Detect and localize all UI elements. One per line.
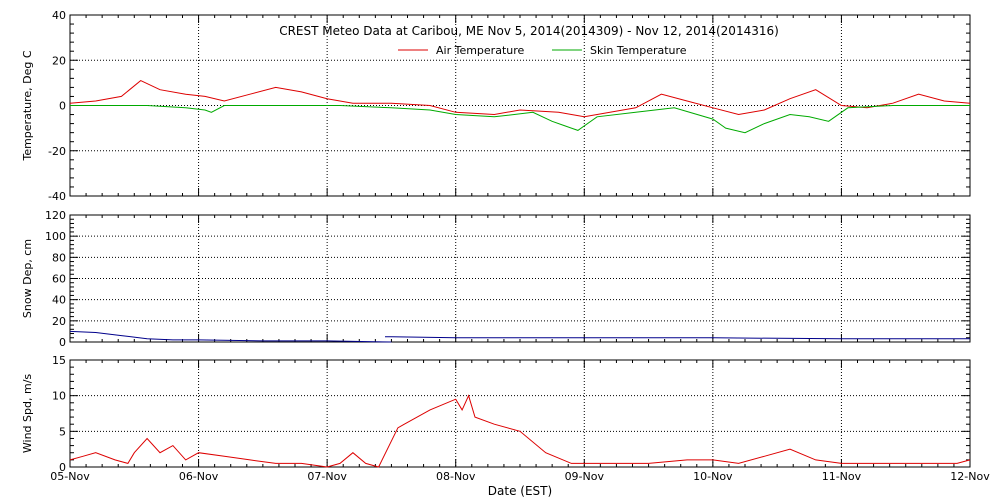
x-tick-label: 10-Nov bbox=[693, 470, 733, 483]
y-tick-label: -20 bbox=[48, 145, 66, 158]
x-tick-label: 09-Nov bbox=[565, 470, 605, 483]
y-tick-label: 120 bbox=[45, 209, 66, 222]
x-tick-labels: 05-Nov 06-Nov 07-Nov 08-Nov 09-Nov 10-Nov 11-N… bbox=[50, 470, 990, 483]
y-tick-label: 5 bbox=[59, 425, 66, 438]
y-axis-label: Wind Spd, m/s bbox=[21, 374, 34, 454]
chart-title: CREST Meteo Data at Caribou, ME Nov 5, 2… bbox=[279, 24, 779, 38]
series-line-1-0 bbox=[69, 330, 970, 343]
x-tick-label: 05-Nov bbox=[50, 470, 90, 483]
y-tick-label: 0 bbox=[59, 100, 66, 113]
x-tick-label: 08-Nov bbox=[436, 470, 476, 483]
panel-1: 0 20 40 60 80 100 120 Snow Dep, cm bbox=[21, 209, 971, 349]
x-axis-label: Date (EST) bbox=[488, 484, 552, 498]
x-tick-label: 07-Nov bbox=[307, 470, 347, 483]
y-tick-label: 40 bbox=[52, 294, 66, 307]
y-tick-label: -40 bbox=[48, 190, 66, 203]
y-tick-label: 15 bbox=[52, 354, 66, 367]
y-axis-label: Snow Dep, cm bbox=[21, 239, 34, 318]
panel-0: -40 -20 0 20 40 Temperature, Deg C bbox=[21, 9, 971, 203]
series-line-2-0 bbox=[69, 394, 971, 468]
panel-frame bbox=[69, 359, 971, 468]
series-line-0-1 bbox=[70, 105, 970, 134]
panel-2: 0 5 10 15 Wind Spd, m/s bbox=[21, 354, 971, 474]
y-tick-label: 10 bbox=[52, 390, 66, 403]
series-line-0-0 bbox=[69, 80, 971, 118]
y-tick-label: 0 bbox=[59, 461, 66, 474]
y-tick-label: 0 bbox=[59, 336, 66, 349]
x-tick-label: 11-Nov bbox=[822, 470, 862, 483]
x-tick-label: 12-Nov bbox=[950, 470, 990, 483]
y-tick-label: 40 bbox=[52, 9, 66, 22]
panels: -40 -20 0 20 40 Temperature, Deg C 0 20 40 60 80 10… bbox=[21, 9, 971, 474]
panel-frame bbox=[69, 214, 971, 343]
legend-skin-label: Skin Temperature bbox=[590, 44, 687, 57]
y-tick-label: 20 bbox=[52, 54, 66, 67]
y-tick-label: 20 bbox=[52, 315, 66, 328]
y-tick-label: 100 bbox=[45, 230, 66, 243]
legend-air-label: Air Temperature bbox=[436, 44, 525, 57]
y-axis-label: Temperature, Deg C bbox=[21, 50, 34, 161]
y-tick-label: 80 bbox=[52, 251, 66, 264]
x-tick-label: 06-Nov bbox=[179, 470, 219, 483]
legend: Air Temperature Skin Temperature bbox=[398, 44, 687, 57]
y-tick-label: 60 bbox=[52, 273, 66, 286]
